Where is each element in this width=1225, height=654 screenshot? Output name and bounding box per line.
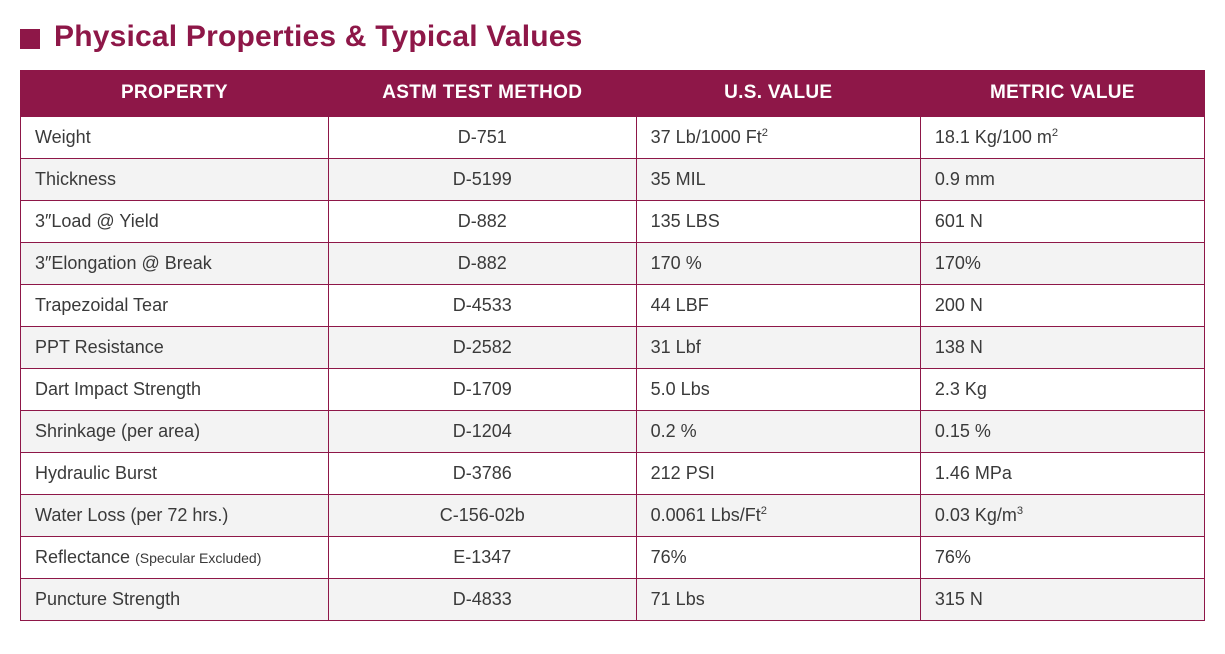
cell-property: Thickness — [21, 159, 329, 201]
cell-method: E-1347 — [328, 537, 636, 579]
cell-method: D-4533 — [328, 285, 636, 327]
cell-us-value: 71 Lbs — [636, 579, 920, 621]
table-row: 3″Elongation @ BreakD-882170 %170% — [21, 243, 1205, 285]
cell-us-value: 31 Lbf — [636, 327, 920, 369]
cell-us-value: 212 PSI — [636, 453, 920, 495]
col-header-metric: METRIC VALUE — [920, 70, 1204, 117]
cell-us-value: 0.2 % — [636, 411, 920, 453]
table-row: ThicknessD-519935 MIL0.9 mm — [21, 159, 1205, 201]
cell-method: D-1709 — [328, 369, 636, 411]
cell-metric-value: 138 N — [920, 327, 1204, 369]
cell-property: PPT Resistance — [21, 327, 329, 369]
cell-us-value: 5.0 Lbs — [636, 369, 920, 411]
cell-property: 3″Load @ Yield — [21, 201, 329, 243]
cell-method: D-1204 — [328, 411, 636, 453]
col-header-method: ASTM TEST METHOD — [328, 70, 636, 117]
cell-metric-value: 1.46 MPa — [920, 453, 1204, 495]
cell-property: Shrinkage (per area) — [21, 411, 329, 453]
cell-property: Puncture Strength — [21, 579, 329, 621]
cell-method: D-5199 — [328, 159, 636, 201]
cell-method: D-882 — [328, 201, 636, 243]
cell-property: 3″Elongation @ Break — [21, 243, 329, 285]
section-heading: Physical Properties & Typical Values — [20, 20, 1205, 54]
cell-method: D-2582 — [328, 327, 636, 369]
cell-property-note: (Specular Excluded) — [135, 550, 261, 566]
cell-metric-value: 18.1 Kg/100 m2 — [920, 117, 1204, 159]
cell-method: D-3786 — [328, 453, 636, 495]
cell-property: Hydraulic Burst — [21, 453, 329, 495]
cell-metric-value: 2.3 Kg — [920, 369, 1204, 411]
cell-metric-value: 0.03 Kg/m3 — [920, 495, 1204, 537]
table-row: Water Loss (per 72 hrs.)C-156-02b0.0061 … — [21, 495, 1205, 537]
cell-property: Reflectance (Specular Excluded) — [21, 537, 329, 579]
cell-us-value: 37 Lb/1000 Ft2 — [636, 117, 920, 159]
cell-method: D-751 — [328, 117, 636, 159]
cell-property: Trapezoidal Tear — [21, 285, 329, 327]
table-body: WeightD-75137 Lb/1000 Ft218.1 Kg/100 m2T… — [21, 117, 1205, 621]
cell-metric-value: 315 N — [920, 579, 1204, 621]
cell-method: C-156-02b — [328, 495, 636, 537]
cell-metric-value: 0.9 mm — [920, 159, 1204, 201]
cell-metric-value: 0.15 % — [920, 411, 1204, 453]
table-header: PROPERTY ASTM TEST METHOD U.S. VALUE MET… — [21, 70, 1205, 117]
cell-us-value: 0.0061 Lbs/Ft2 — [636, 495, 920, 537]
table-row: PPT ResistanceD-258231 Lbf138 N — [21, 327, 1205, 369]
cell-property: Water Loss (per 72 hrs.) — [21, 495, 329, 537]
table-row: Trapezoidal TearD-453344 LBF200 N — [21, 285, 1205, 327]
cell-metric-value: 601 N — [920, 201, 1204, 243]
col-header-property: PROPERTY — [21, 70, 329, 117]
col-header-us: U.S. VALUE — [636, 70, 920, 117]
table-row: Puncture StrengthD-483371 Lbs315 N — [21, 579, 1205, 621]
cell-property: Dart Impact Strength — [21, 369, 329, 411]
properties-table: PROPERTY ASTM TEST METHOD U.S. VALUE MET… — [20, 70, 1205, 621]
cell-us-value: 76% — [636, 537, 920, 579]
cell-us-value: 35 MIL — [636, 159, 920, 201]
cell-us-value: 170 % — [636, 243, 920, 285]
cell-property: Weight — [21, 117, 329, 159]
cell-metric-value: 200 N — [920, 285, 1204, 327]
cell-metric-value: 76% — [920, 537, 1204, 579]
table-row: Shrinkage (per area)D-12040.2 %0.15 % — [21, 411, 1205, 453]
heading-title: Physical Properties & Typical Values — [54, 20, 583, 54]
cell-method: D-4833 — [328, 579, 636, 621]
heading-bullet-icon — [20, 29, 40, 49]
cell-us-value: 135 LBS — [636, 201, 920, 243]
cell-metric-value: 170% — [920, 243, 1204, 285]
table-row: 3″Load @ YieldD-882135 LBS601 N — [21, 201, 1205, 243]
table-row: WeightD-75137 Lb/1000 Ft218.1 Kg/100 m2 — [21, 117, 1205, 159]
table-row: Hydraulic BurstD-3786212 PSI1.46 MPa — [21, 453, 1205, 495]
cell-method: D-882 — [328, 243, 636, 285]
table-row: Reflectance (Specular Excluded)E-134776%… — [21, 537, 1205, 579]
table-row: Dart Impact StrengthD-17095.0 Lbs2.3 Kg — [21, 369, 1205, 411]
cell-us-value: 44 LBF — [636, 285, 920, 327]
